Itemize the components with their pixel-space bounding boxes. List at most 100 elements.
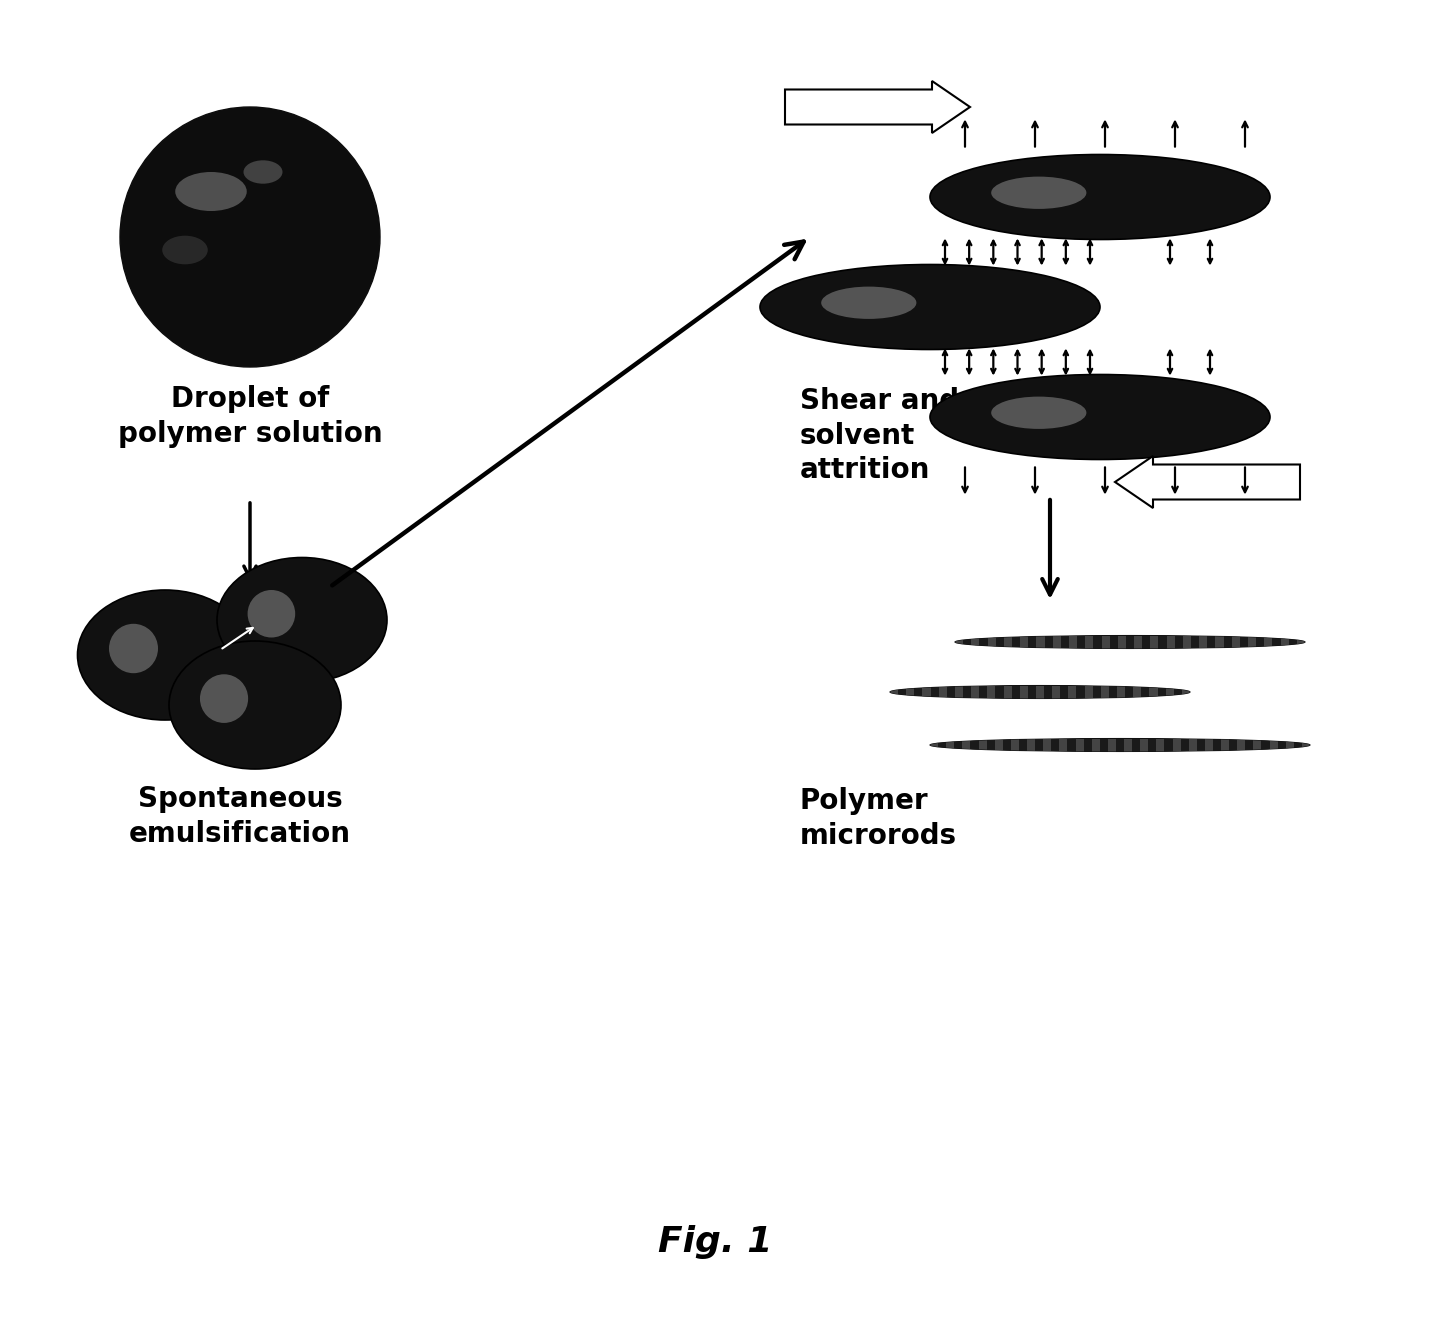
Bar (1077, 636, 1085, 648)
Bar (1044, 686, 1052, 698)
Bar (1077, 686, 1084, 698)
Bar (1140, 739, 1148, 752)
Bar (955, 686, 962, 698)
Bar (1216, 636, 1224, 648)
Bar (1150, 636, 1158, 648)
Bar (1273, 636, 1281, 648)
Ellipse shape (176, 173, 247, 211)
Bar (1020, 686, 1028, 698)
Ellipse shape (247, 590, 295, 637)
Bar (1002, 739, 1011, 752)
Bar (1297, 636, 1306, 648)
Bar (914, 686, 922, 698)
Bar (1205, 739, 1213, 752)
Bar (1060, 739, 1067, 752)
Bar (1173, 739, 1181, 752)
Bar (1133, 686, 1141, 698)
Bar (938, 686, 947, 698)
Bar (988, 636, 995, 648)
Bar (962, 739, 971, 752)
Ellipse shape (77, 590, 253, 720)
Bar (1091, 739, 1100, 752)
Bar (1181, 686, 1190, 698)
Bar (1067, 739, 1075, 752)
Bar (1165, 686, 1174, 698)
Bar (1052, 686, 1060, 698)
Bar (1020, 739, 1027, 752)
Text: Droplet of
polymer solution: Droplet of polymer solution (117, 385, 382, 448)
Bar (1028, 636, 1037, 648)
Bar (947, 739, 954, 752)
Bar (1150, 686, 1157, 698)
Bar (962, 686, 971, 698)
Bar (1075, 739, 1084, 752)
Bar (1148, 739, 1157, 752)
Bar (980, 686, 987, 698)
Ellipse shape (991, 396, 1087, 429)
Ellipse shape (955, 636, 1306, 648)
Bar (1110, 636, 1118, 648)
Bar (1207, 636, 1216, 648)
Bar (1004, 686, 1011, 698)
Bar (1117, 686, 1125, 698)
Bar (1261, 739, 1270, 752)
Ellipse shape (243, 161, 283, 183)
Bar (1133, 739, 1140, 752)
Bar (1068, 686, 1077, 698)
Bar (907, 686, 914, 698)
Bar (987, 686, 995, 698)
Text: Shear and
solvent
attrition: Shear and solvent attrition (799, 387, 960, 485)
Bar (898, 686, 907, 698)
Bar (987, 739, 995, 752)
Bar (1281, 636, 1288, 648)
Bar (1101, 636, 1110, 648)
Ellipse shape (821, 287, 917, 319)
Bar (1035, 739, 1044, 752)
Bar (971, 636, 980, 648)
Bar (1044, 636, 1052, 648)
Bar (1224, 636, 1231, 648)
Bar (1061, 636, 1070, 648)
Bar (922, 686, 931, 698)
Bar (1175, 636, 1183, 648)
Bar (1200, 636, 1207, 648)
Ellipse shape (200, 674, 249, 723)
Text: Polymer
microrods: Polymer microrods (799, 788, 957, 849)
Bar (1108, 686, 1117, 698)
Bar (1157, 686, 1165, 698)
Bar (1093, 686, 1101, 698)
Bar (1044, 739, 1051, 752)
Ellipse shape (162, 236, 207, 265)
Bar (1256, 636, 1264, 648)
Bar (1012, 636, 1020, 648)
Bar (1108, 739, 1115, 752)
Bar (1037, 636, 1044, 648)
Bar (978, 739, 987, 752)
Bar (954, 739, 962, 752)
Ellipse shape (930, 739, 1310, 752)
Bar (1027, 739, 1035, 752)
Bar (1118, 636, 1125, 648)
Bar (1125, 686, 1133, 698)
Bar (1157, 739, 1164, 752)
Ellipse shape (930, 374, 1270, 460)
Ellipse shape (889, 686, 1190, 698)
FancyArrow shape (785, 82, 970, 133)
Bar (938, 739, 947, 752)
Bar (1158, 636, 1167, 648)
Bar (1213, 739, 1221, 752)
Bar (1020, 636, 1028, 648)
Bar (1084, 739, 1091, 752)
Bar (1231, 636, 1240, 648)
Bar (1188, 739, 1197, 752)
Bar (1060, 686, 1068, 698)
Bar (1197, 739, 1205, 752)
Bar (1100, 739, 1108, 752)
Bar (1191, 636, 1200, 648)
Bar (1174, 686, 1181, 698)
Bar (1028, 686, 1035, 698)
Bar (1070, 636, 1077, 648)
Bar (1011, 686, 1020, 698)
Bar (1183, 636, 1191, 648)
Bar (1115, 739, 1124, 752)
